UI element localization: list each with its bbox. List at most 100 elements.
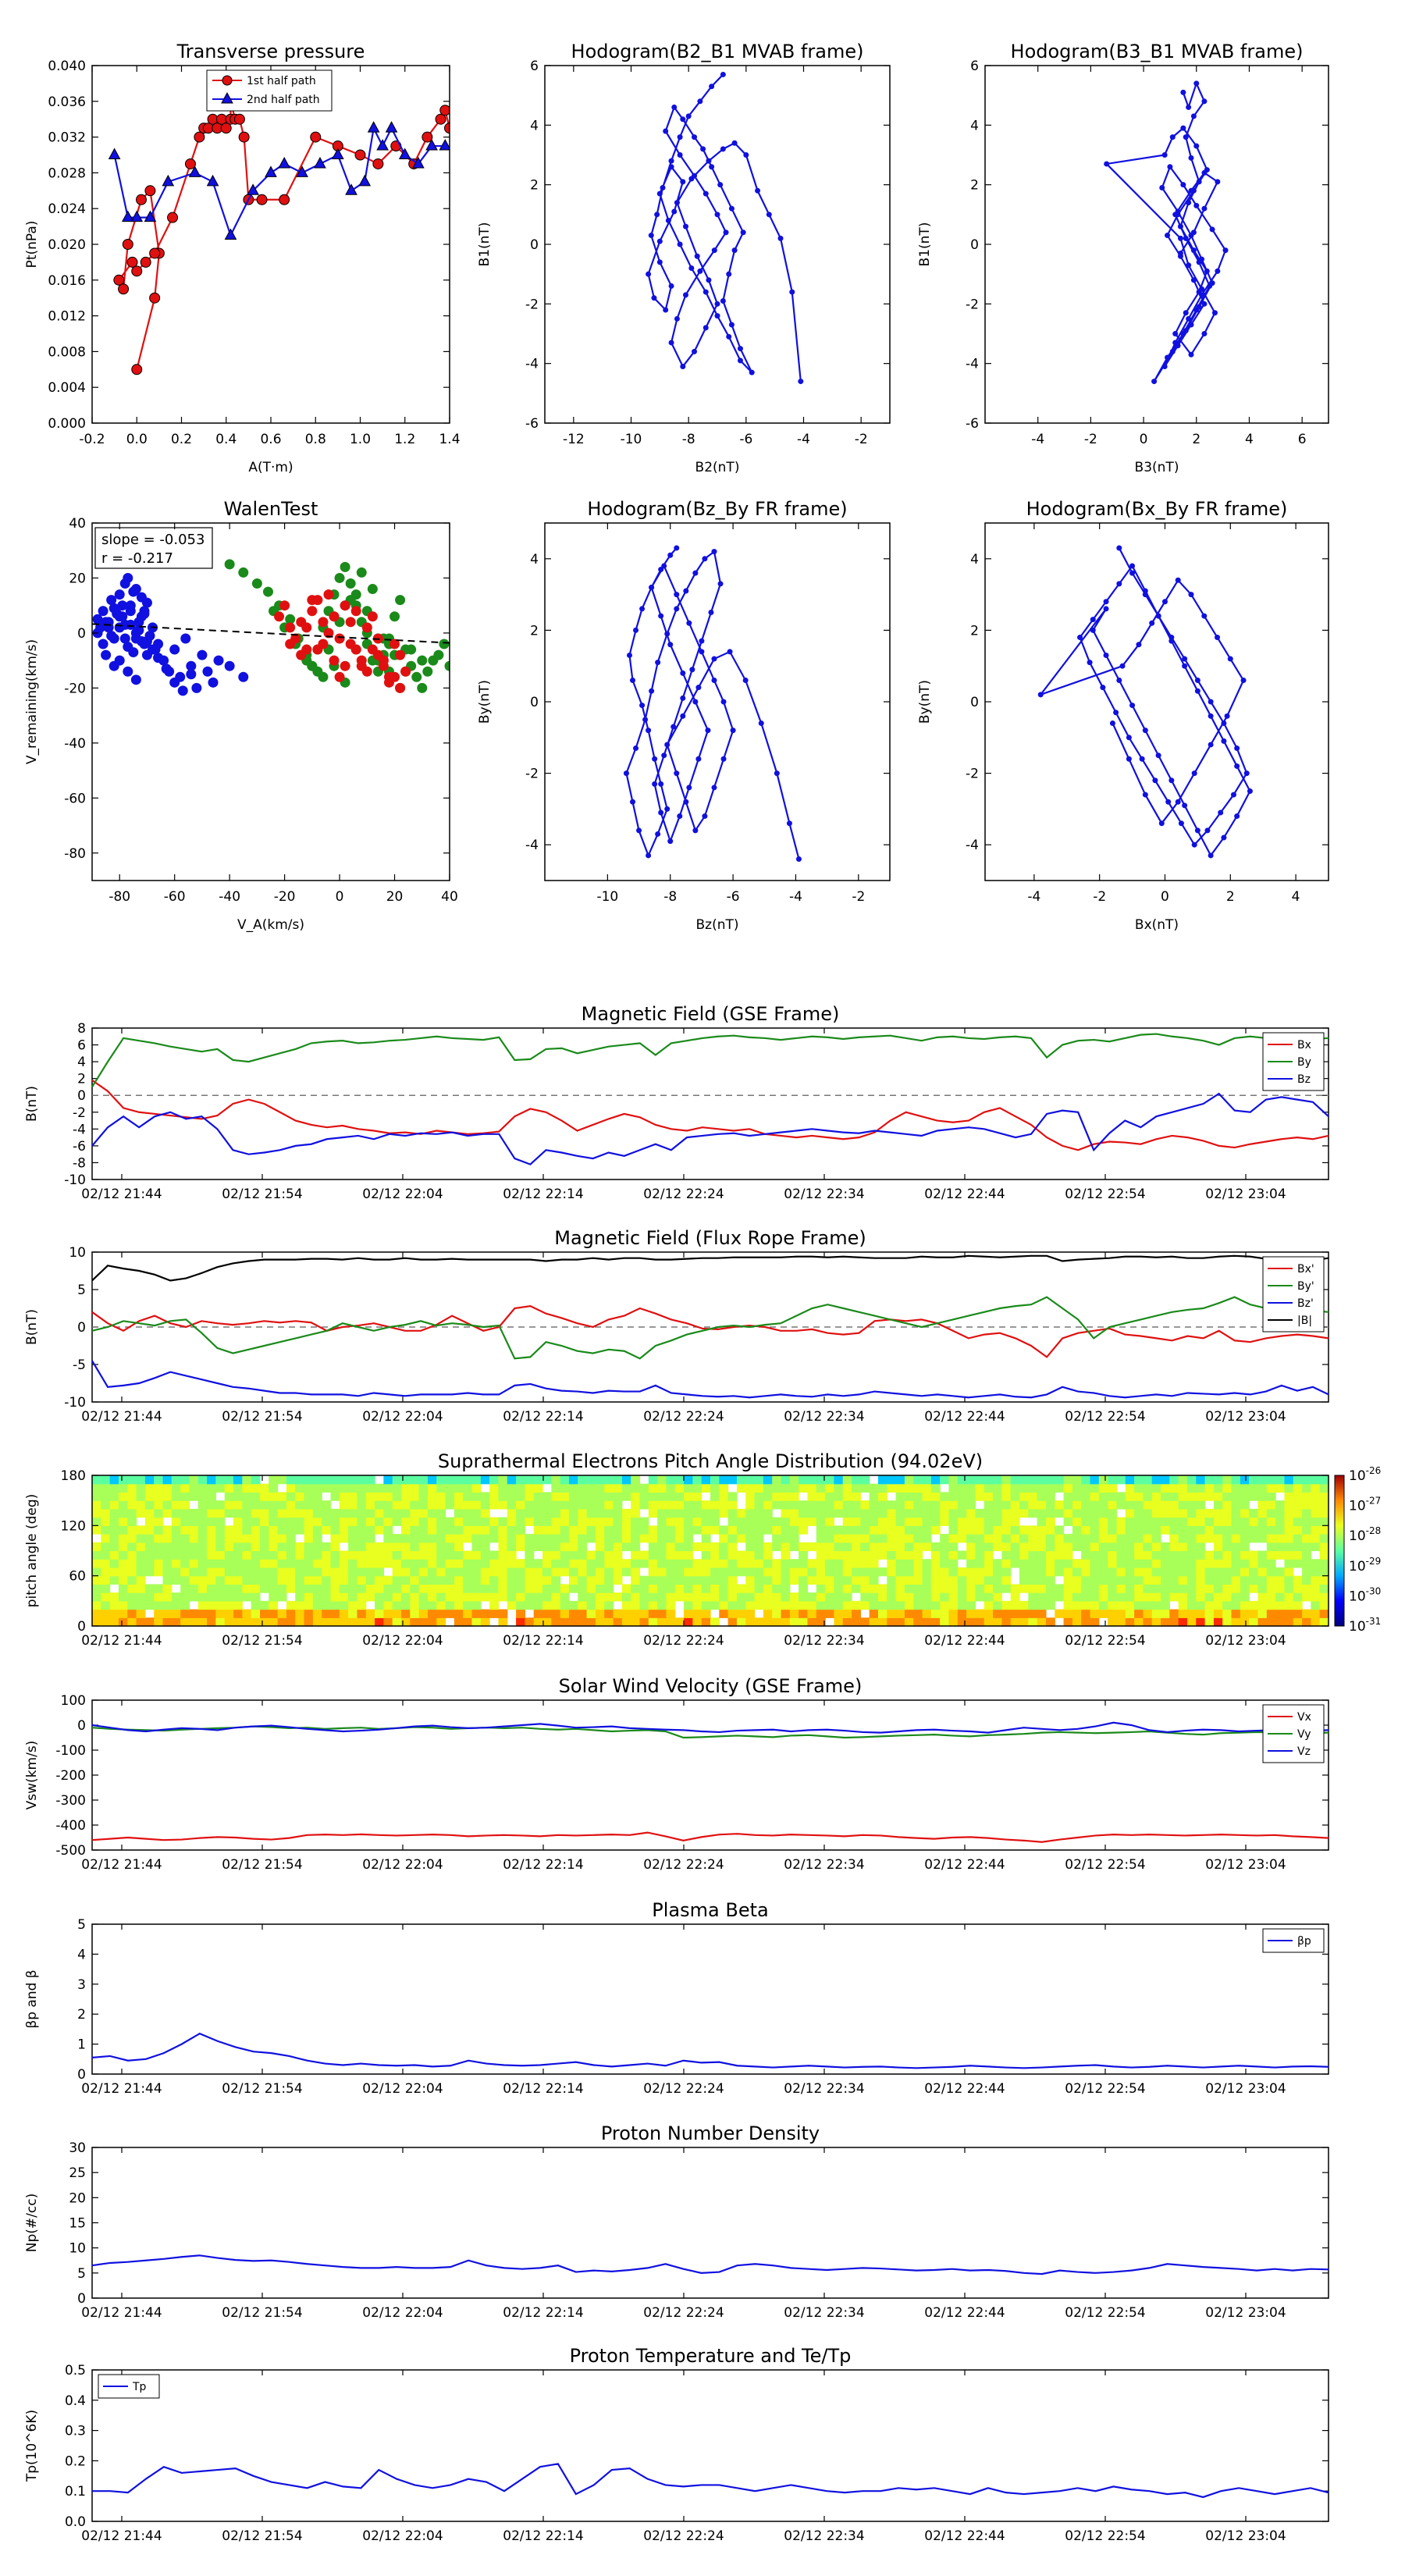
walen-point xyxy=(334,633,345,644)
walen-point xyxy=(340,600,350,611)
pad-cell xyxy=(807,1517,817,1526)
pad-cell xyxy=(1161,1609,1170,1618)
pad-cell xyxy=(144,1492,155,1501)
pad-cell xyxy=(92,1517,101,1526)
pad-cell xyxy=(666,1500,676,1510)
pad-cell xyxy=(948,1575,959,1585)
pad-cell xyxy=(330,1550,340,1560)
pad-cell xyxy=(162,1550,173,1560)
pad-cell xyxy=(322,1584,332,1593)
pad-cell xyxy=(1284,1517,1294,1526)
pad-cell xyxy=(1098,1592,1108,1602)
pad-cell xyxy=(312,1550,322,1560)
pad-cell xyxy=(304,1609,314,1618)
pad-cell xyxy=(1081,1617,1091,1627)
h2-point xyxy=(1165,354,1171,361)
pad-cell xyxy=(904,1609,914,1618)
pad-cell xyxy=(144,1500,155,1510)
tp-legend: Tp xyxy=(98,2374,160,2399)
pt-point xyxy=(224,228,237,240)
pad-cell xyxy=(586,1508,596,1518)
pad-cell xyxy=(1257,1617,1268,1627)
pad-cell xyxy=(1161,1592,1170,1602)
pad-cell xyxy=(1257,1475,1268,1485)
h4-point xyxy=(1234,763,1240,769)
pad-cell xyxy=(560,1609,570,1618)
pad-cell xyxy=(357,1584,367,1593)
pad-cell xyxy=(286,1508,296,1518)
walen-point xyxy=(101,649,112,660)
pad-cell xyxy=(454,1483,464,1493)
pad-cell xyxy=(1319,1559,1329,1568)
pad-ytick-label: 0 xyxy=(77,1619,86,1635)
pad-cell xyxy=(242,1559,252,1568)
pad-cell xyxy=(1010,1609,1020,1618)
pad-cell xyxy=(1169,1575,1179,1585)
pad-cell xyxy=(860,1517,870,1526)
walen-point xyxy=(186,669,197,680)
pt-xtick-label: 0.2 xyxy=(171,432,192,447)
pad-cell xyxy=(101,1525,111,1535)
pad-cell xyxy=(1116,1475,1126,1485)
pad-cell xyxy=(966,1500,976,1510)
pad-cell xyxy=(701,1617,711,1627)
pad-cell xyxy=(613,1525,623,1535)
pad-cell xyxy=(542,1492,552,1501)
pad-cell xyxy=(1266,1600,1276,1610)
pad-cell xyxy=(401,1559,411,1568)
pad-cell xyxy=(852,1567,861,1577)
h1-point xyxy=(682,292,688,298)
pad-cell xyxy=(1275,1475,1286,1485)
pad-cell xyxy=(1204,1600,1215,1610)
pad-xtick-label: 02/12 22:54 xyxy=(1065,1633,1145,1649)
pad-cell xyxy=(763,1592,773,1602)
pad-cell xyxy=(1311,1542,1321,1552)
pad-cell xyxy=(171,1500,181,1510)
pad-cell xyxy=(162,1584,173,1593)
vsw-xtick-label: 02/12 22:44 xyxy=(924,1857,1005,1873)
pad-cell xyxy=(930,1592,941,1602)
pad-cell xyxy=(904,1492,914,1501)
pad-cell xyxy=(357,1517,367,1526)
pad-cell xyxy=(436,1600,446,1610)
pad-cell xyxy=(207,1517,216,1526)
pad-cell xyxy=(578,1475,588,1485)
bgse-ytick-label: 0 xyxy=(77,1088,86,1104)
pad-cell xyxy=(604,1567,614,1577)
pad-cell xyxy=(639,1500,649,1510)
pad-cell xyxy=(595,1508,605,1518)
pad-cell xyxy=(480,1508,490,1518)
pad-cell xyxy=(109,1508,119,1518)
pad-cell xyxy=(295,1550,305,1560)
pad-cell xyxy=(383,1500,393,1510)
h2-point xyxy=(1193,307,1200,313)
bgse-series-By xyxy=(91,1033,1329,1088)
pad-cell xyxy=(904,1617,914,1627)
pad-cell xyxy=(1151,1475,1161,1485)
pad-cell xyxy=(975,1508,985,1518)
pad-cell xyxy=(684,1525,693,1535)
pad-cell xyxy=(1001,1584,1012,1593)
pad-cell xyxy=(144,1483,155,1493)
pad-cell xyxy=(1293,1559,1303,1568)
pad-cell xyxy=(1213,1483,1223,1493)
pad-cell xyxy=(1108,1550,1118,1560)
pad-cell xyxy=(1275,1525,1286,1535)
pad-cell xyxy=(463,1567,473,1577)
pad-cell xyxy=(427,1600,437,1610)
pad-cell xyxy=(1125,1592,1135,1602)
pad-cell xyxy=(312,1584,322,1593)
pad-cell xyxy=(1151,1617,1161,1627)
pad-cell xyxy=(975,1584,985,1593)
pad-cell xyxy=(269,1567,279,1577)
h2-point xyxy=(1193,143,1200,149)
pad-cell xyxy=(1063,1600,1073,1610)
pad-cell xyxy=(542,1525,552,1535)
pad-cell xyxy=(251,1534,261,1543)
pad-cell xyxy=(1169,1567,1179,1577)
h1-point xyxy=(674,315,680,322)
pad-cell xyxy=(1231,1617,1241,1627)
pad-cell xyxy=(710,1517,720,1526)
pad-cell xyxy=(1037,1567,1047,1577)
walen-point xyxy=(378,655,389,666)
